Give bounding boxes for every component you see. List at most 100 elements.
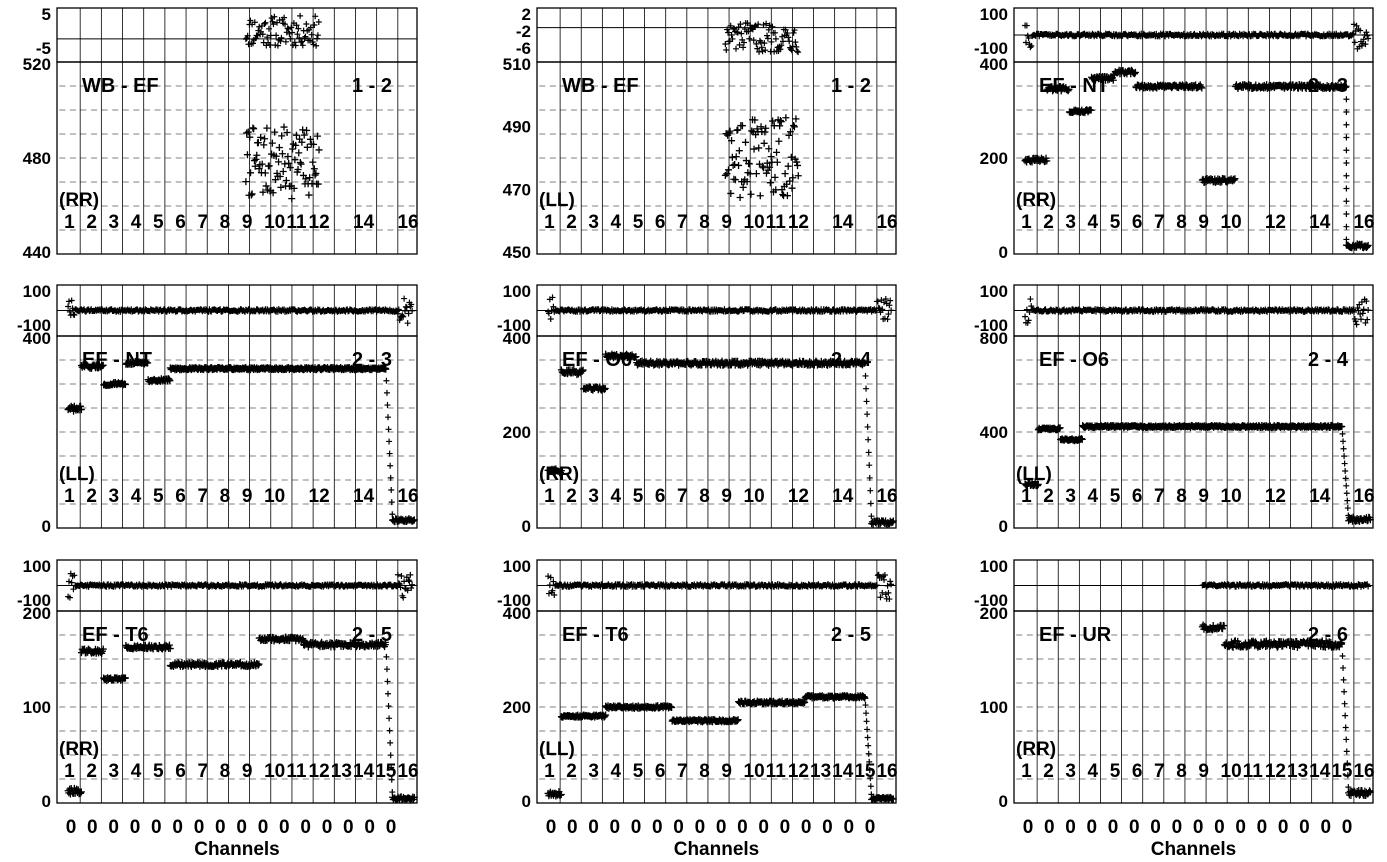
if-label: 1 — [64, 486, 75, 507]
phase-point — [760, 21, 767, 28]
if-label: 14 — [1309, 212, 1331, 233]
phase-point — [1359, 40, 1366, 47]
amplitude-point — [772, 186, 780, 194]
amplitude-point — [748, 127, 756, 135]
amplitude-point — [311, 171, 319, 179]
amplitude-tick-label: 470 — [503, 180, 531, 199]
phase-point — [315, 18, 322, 25]
phase-point — [264, 34, 271, 41]
phase-point — [307, 24, 314, 31]
amplitude-point — [788, 184, 796, 192]
amplitude-point — [1343, 83, 1350, 90]
amplitude-point — [779, 190, 787, 198]
amplitude-point — [261, 169, 269, 177]
amplitude-point — [793, 158, 801, 166]
amplitude-point — [260, 141, 268, 149]
phase-point — [68, 297, 75, 304]
amplitude-point — [262, 182, 270, 190]
phase-point — [764, 32, 771, 39]
if-label: 6 — [175, 212, 186, 233]
phase-point — [244, 32, 251, 39]
if-label: 8 — [699, 212, 710, 233]
amplitude-point — [776, 116, 784, 124]
amplitude-point — [261, 135, 269, 143]
phase-point — [782, 26, 789, 33]
phase-point — [1028, 42, 1035, 49]
amplitude-point — [783, 180, 791, 188]
phase-point — [65, 303, 72, 310]
amplitude-point — [292, 141, 300, 149]
phase-point — [401, 295, 408, 302]
phase-point — [1365, 307, 1372, 314]
amplitude-point — [1363, 242, 1371, 250]
amplitude-point — [284, 152, 292, 160]
amplitude-axes — [56, 61, 418, 255]
phase-point — [729, 35, 736, 42]
phase-point — [764, 35, 771, 42]
if-label: 5 — [633, 486, 644, 507]
amplitude-point — [272, 152, 280, 160]
phase-point — [733, 45, 740, 52]
phase-point — [772, 29, 779, 36]
phase-point — [313, 42, 320, 49]
amplitude-point — [766, 163, 774, 171]
amplitude-point — [279, 167, 287, 175]
if-label: 9 — [721, 212, 732, 233]
channel-index-label: 2 - 3 — [352, 349, 392, 371]
amplitude-point — [1043, 157, 1051, 165]
phase-point — [723, 46, 730, 53]
if-label: 12 — [1265, 212, 1286, 233]
phase-tick-label: -2 — [516, 22, 531, 41]
if-label: 7 — [677, 212, 688, 233]
amplitude-point — [759, 164, 767, 172]
phase-point — [1350, 30, 1357, 37]
channel-index-label: 1 - 2 — [831, 75, 871, 97]
amplitude-point — [731, 176, 739, 184]
phase-point — [71, 311, 78, 318]
phase-point — [292, 42, 299, 49]
if-label: 16 — [1353, 212, 1374, 233]
amplitude-point — [771, 173, 779, 181]
if-label: 1 — [64, 212, 75, 233]
if-label: 9 — [242, 486, 253, 507]
phase-point — [1353, 321, 1360, 328]
phase-point — [66, 298, 72, 305]
amplitude-point — [294, 166, 302, 174]
if-label: 9 — [242, 212, 253, 233]
phase-point — [1022, 39, 1029, 46]
if-label: 3 — [1065, 212, 1076, 233]
polarization-label: (LL) — [59, 464, 95, 485]
amplitude-point — [781, 170, 789, 178]
amplitude-point — [735, 161, 743, 169]
phase-point — [737, 21, 744, 28]
phase-point — [282, 38, 289, 45]
amplitude-point — [724, 166, 732, 174]
amplitude-point — [275, 144, 283, 152]
amplitude-tick-label: 440 — [23, 243, 51, 262]
amplitude-point — [865, 449, 872, 456]
amplitude-point — [1109, 76, 1117, 84]
if-label: 2 — [566, 212, 577, 233]
phase-point — [1025, 34, 1032, 41]
if-label: 11 — [286, 212, 307, 233]
phase-point — [784, 30, 791, 37]
phase-point — [302, 33, 309, 40]
amplitude-point — [305, 191, 313, 199]
phase-point — [768, 38, 775, 45]
if-label: 3 — [109, 212, 120, 233]
phase-point — [1353, 22, 1360, 29]
if-label: 14 — [353, 212, 375, 233]
phase-point — [266, 25, 272, 32]
amplitude-point — [793, 161, 801, 169]
phase-point — [255, 27, 262, 34]
polarization-label: (RR) — [59, 190, 99, 211]
phase-point — [251, 19, 258, 26]
amplitude-point — [865, 436, 872, 443]
amplitude-point — [1087, 106, 1095, 114]
phase-point — [794, 48, 801, 55]
amplitude-point — [389, 511, 396, 518]
amplitude-point — [243, 129, 251, 137]
amplitude-point — [765, 145, 773, 153]
amplitude-point — [269, 189, 277, 197]
phase-point — [291, 39, 298, 46]
